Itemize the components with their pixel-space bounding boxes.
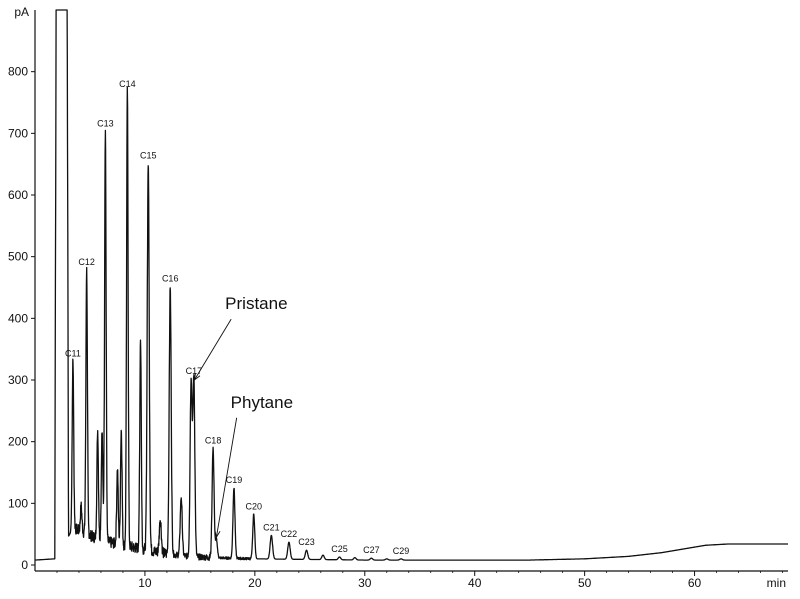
annotation-arrow-phytane — [215, 417, 238, 538]
peak-label-c11: C11 — [65, 349, 81, 359]
plot-area — [34, 9, 789, 562]
x-tick-label: 40 — [468, 576, 482, 590]
peak-label-c19: C19 — [226, 475, 243, 485]
peak-label-c20: C20 — [245, 501, 262, 511]
peak-label-c23: C23 — [298, 537, 315, 547]
annotation-arrowhead-phytane — [214, 530, 221, 539]
x-tick-label: 60 — [688, 576, 702, 590]
peak-label-c14: C14 — [119, 79, 136, 89]
annotation-arrow-pristane — [194, 318, 232, 381]
annotation-phytane: Phytane — [231, 393, 293, 412]
peak-label-c17: C17 — [186, 366, 203, 376]
y-tick-label: 700 — [8, 126, 28, 140]
y-axis-title: pA — [14, 5, 29, 19]
axes: pA min — [14, 5, 788, 590]
x-axis-title: min — [767, 576, 786, 590]
peak-label-c18: C18 — [205, 435, 222, 445]
peak-label-c21: C21 — [263, 522, 280, 532]
axis-ticks: 0 100 200 300 400 500 600 700 800 10 20 30 40 50 60 — [8, 65, 783, 590]
y-tick-label: 400 — [8, 311, 28, 325]
x-tick-label: 10 — [138, 576, 152, 590]
annotations: Pristane Phytane — [193, 294, 293, 539]
y-tick-label: 0 — [21, 558, 28, 572]
x-tick-label: 50 — [578, 576, 592, 590]
peak-label-c16: C16 — [162, 273, 179, 283]
peak-label-c13: C13 — [97, 118, 114, 128]
peak-label-c29: C29 — [393, 546, 410, 556]
annotation-pristane: Pristane — [225, 294, 287, 313]
x-tick-label: 30 — [358, 576, 372, 590]
peak-label-c12: C12 — [78, 257, 95, 267]
x-tick-label: 20 — [248, 576, 262, 590]
peak-label-c22: C22 — [281, 529, 298, 539]
chromatogram-trace — [34, 9, 789, 562]
peak-label-c25: C25 — [331, 544, 348, 554]
y-tick-label: 300 — [8, 373, 28, 387]
annotation-arrowhead-pristane — [193, 373, 201, 382]
y-tick-label: 200 — [8, 435, 28, 449]
y-tick-label: 500 — [8, 250, 28, 264]
peak-label-c15: C15 — [140, 151, 157, 161]
y-tick-label: 100 — [8, 496, 28, 510]
peak-label-c27: C27 — [363, 545, 380, 555]
y-tick-label: 800 — [8, 65, 28, 79]
y-tick-label: 600 — [8, 188, 28, 202]
